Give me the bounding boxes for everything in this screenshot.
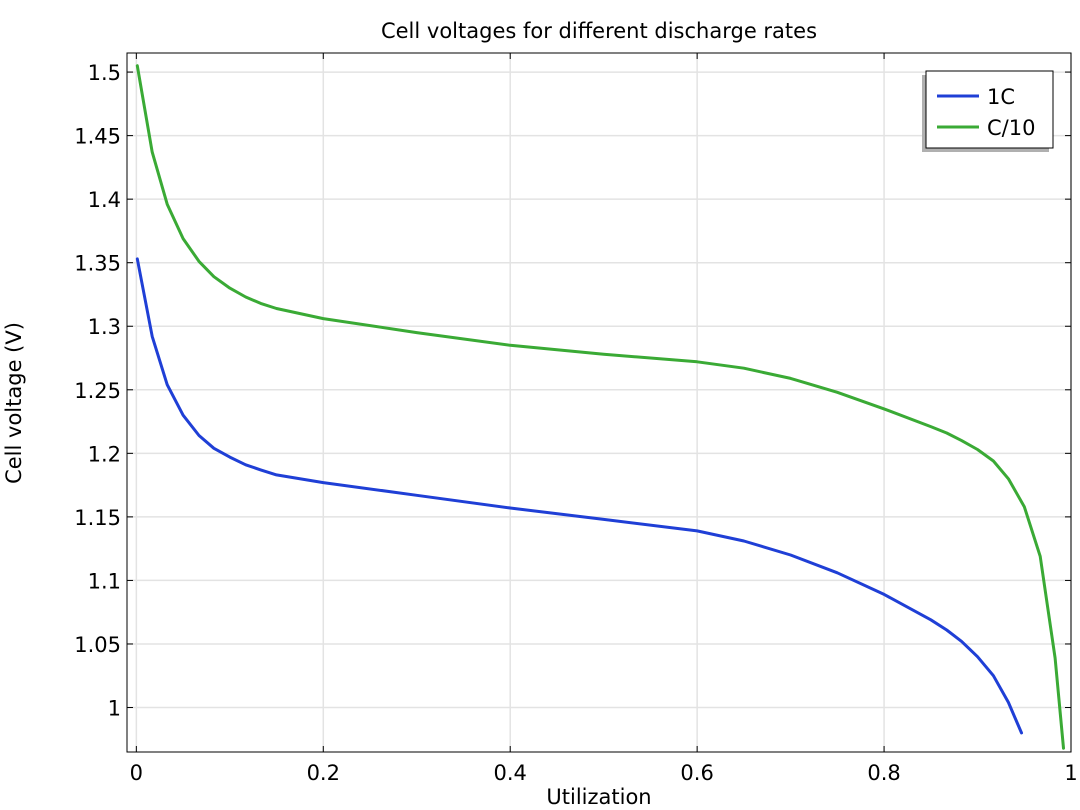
legend-box <box>925 70 1054 149</box>
axis-ticks: 0 0.2 0.4 0.6 0.8 1 1 1.05 1.1 1.15 1.2 1.25 1.3 1.35… <box>74 53 1078 785</box>
y-tick-label: 1.5 <box>88 61 121 85</box>
series-line-one <box>135 257 1023 735</box>
x-tick-label: 0 <box>130 761 143 785</box>
y-tick-label: 1 <box>108 697 121 721</box>
y-tick-label: 1.35 <box>74 252 121 276</box>
x-tick-label: 0.2 <box>307 761 340 785</box>
legend-label: C/10 <box>987 116 1035 140</box>
series-line-two <box>135 64 1065 750</box>
chart-title: Cell voltages for different discharge ra… <box>381 19 817 43</box>
grid <box>127 53 1072 752</box>
y-axis-title: Cell voltage (V) <box>2 322 26 484</box>
x-tick-label: 0.6 <box>680 761 713 785</box>
y-tick-label: 1.3 <box>88 315 121 339</box>
y-tick-label: 1.4 <box>88 188 121 212</box>
legend-label: 1C <box>987 85 1015 109</box>
x-axis-title: Utilization <box>546 785 651 809</box>
y-tick-label: 1.25 <box>74 379 121 403</box>
series-lines <box>135 64 1065 750</box>
y-tick-label: 1.1 <box>88 569 121 593</box>
y-tick-label: 1.45 <box>74 125 121 149</box>
y-tick-label: 1.2 <box>88 442 121 466</box>
x-tick-label: 0.4 <box>494 761 527 785</box>
plot-area-frame <box>126 52 1072 753</box>
y-tick-label: 1.05 <box>74 633 121 657</box>
legend: 1C C/10 <box>922 70 1054 152</box>
x-tick-label: 0.8 <box>867 761 900 785</box>
x-tick-label: 1 <box>1064 761 1077 785</box>
y-tick-label: 1.15 <box>74 506 121 530</box>
